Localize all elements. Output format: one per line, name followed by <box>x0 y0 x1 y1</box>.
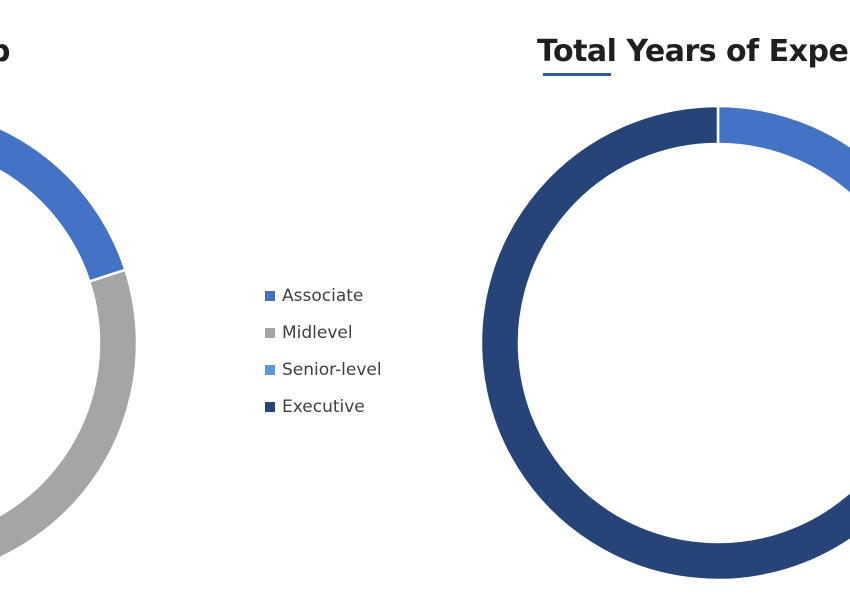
title-underline <box>543 73 611 76</box>
legend-label-associate: Associate <box>282 285 364 306</box>
legend-label-midlevel: Midlevel <box>282 322 353 343</box>
legend-item-senior-level: Senior-level <box>265 351 382 388</box>
donut-slice-associate <box>716 104 850 196</box>
legend-swatch-senior-level <box>265 364 275 375</box>
legend-item-associate: Associate <box>265 277 382 314</box>
legend-swatch-associate <box>265 290 275 301</box>
donut-slice-executive <box>479 104 850 582</box>
legend-swatch-executive <box>265 401 275 412</box>
legend-label-senior-level: Senior-level <box>282 359 382 380</box>
legend-swatch-midlevel <box>265 327 275 338</box>
chart-title-left: p <box>0 34 10 69</box>
legend-item-midlevel: Midlevel <box>265 314 382 351</box>
legend: Associate Midlevel Senior-level Executiv… <box>265 277 382 425</box>
chart-title-right: Total Years of Exper <box>537 34 850 69</box>
donut-slice-midlevel <box>0 268 139 560</box>
legend-label-executive: Executive <box>282 396 365 417</box>
legend-item-executive: Executive <box>265 388 382 425</box>
